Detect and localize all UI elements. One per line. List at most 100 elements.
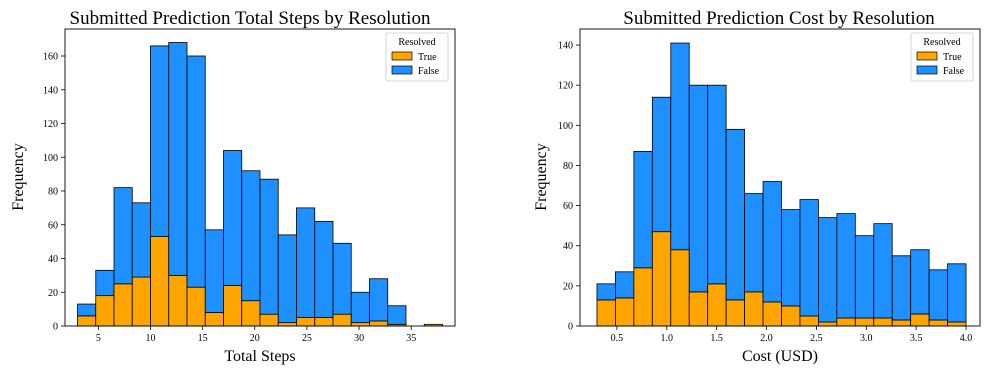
bar-true-bin-15 bbox=[350, 322, 370, 327]
bar-false-bin-10 bbox=[259, 178, 279, 315]
y-tick-label: 40 bbox=[563, 241, 573, 252]
bar-false-bin-19 bbox=[947, 263, 967, 323]
bar-true-bin-16 bbox=[891, 319, 912, 327]
ticks: 0.5 1.0 1.5 2.0 2.5 3.0 3.5 4.0 0 20 40 60 80 100 120 1… bbox=[558, 41, 972, 344]
bars bbox=[77, 42, 443, 327]
bar-false-bin-13 bbox=[314, 220, 334, 318]
bar-false-bin-11 bbox=[277, 234, 297, 324]
y-tick-label: 0 bbox=[568, 322, 573, 333]
bar-true-bin-13 bbox=[314, 317, 334, 327]
x-tick-label: 35 bbox=[406, 333, 416, 344]
y-axis-label: Frequency bbox=[10, 143, 27, 211]
y-tick-label: 60 bbox=[563, 201, 573, 212]
bar-true-bin-6 bbox=[186, 286, 206, 327]
y-tick-label: 60 bbox=[48, 220, 58, 231]
bar-true-bin-13 bbox=[836, 317, 856, 327]
x-tick-label: 3.5 bbox=[910, 333, 923, 344]
legend: Resolved True False bbox=[385, 32, 449, 82]
bar-false-bin-12 bbox=[818, 217, 838, 323]
bar-true-bin-5 bbox=[168, 274, 188, 327]
bar-true-bin-8 bbox=[223, 285, 243, 327]
y-tick-label: 100 bbox=[558, 121, 573, 132]
bar-true-bin-18 bbox=[928, 319, 948, 327]
x-tick-label: 1.5 bbox=[710, 333, 723, 344]
bar-false-bin-2 bbox=[113, 187, 133, 285]
y-tick-label: 120 bbox=[558, 81, 573, 92]
legend-label-false: False bbox=[943, 66, 965, 77]
bar-true-bin-6 bbox=[707, 283, 727, 327]
bar-true-bin-4 bbox=[150, 236, 170, 327]
legend: Resolved True False bbox=[910, 32, 974, 82]
bar-false-bin-10 bbox=[781, 209, 801, 307]
x-tick-label: 4.0 bbox=[960, 333, 973, 344]
x-tick-label: 15 bbox=[198, 333, 208, 344]
y-tick-label: 140 bbox=[558, 41, 573, 52]
bar-false-bin-7 bbox=[204, 229, 224, 313]
bar-false-bin-4 bbox=[150, 45, 170, 237]
y-tick-label: 80 bbox=[48, 187, 58, 198]
bar-false-bin-7 bbox=[725, 128, 745, 301]
bar-true-bin-15 bbox=[873, 317, 893, 327]
x-tick-label: 25 bbox=[302, 333, 312, 344]
bar-false-bin-6 bbox=[186, 55, 206, 288]
legend-label-false: False bbox=[418, 66, 440, 77]
chart-title: Submitted Prediction Cost by Resolution bbox=[623, 8, 935, 29]
ticks: 5 10 15 20 25 30 35 0 20 40 60 80 100 120 140 160 bbox=[43, 52, 416, 345]
bar-false-bin-9 bbox=[762, 181, 782, 303]
bar-false-bin-17 bbox=[910, 249, 930, 315]
y-tick-label: 20 bbox=[48, 288, 58, 299]
y-tick-label: 40 bbox=[48, 254, 58, 265]
y-axis-label: Frequency bbox=[533, 143, 550, 211]
bar-false-bin-5 bbox=[168, 42, 188, 276]
y-tick-label: 80 bbox=[563, 161, 573, 172]
bar-true-bin-7 bbox=[725, 299, 745, 327]
legend-swatch-false bbox=[916, 65, 938, 75]
bar-false-bin-13 bbox=[836, 213, 856, 319]
bar-true-bin-12 bbox=[296, 317, 316, 327]
bar-false-bin-8 bbox=[744, 193, 764, 293]
chart-title: Submitted Prediction Total Steps by Reso… bbox=[70, 8, 431, 29]
bar-false-bin-11 bbox=[799, 199, 819, 317]
y-tick-label: 100 bbox=[43, 153, 58, 164]
y-tick-label: 160 bbox=[43, 52, 58, 63]
x-tick-label: 1.0 bbox=[661, 333, 674, 344]
bar-false-bin-2 bbox=[633, 151, 653, 269]
bar-false-bin-4 bbox=[670, 42, 690, 251]
legend-title: Resolved bbox=[398, 37, 435, 48]
bar-false-bin-14 bbox=[854, 235, 875, 319]
bar-false-bin-0 bbox=[77, 303, 97, 317]
bar-true-bin-9 bbox=[241, 300, 261, 327]
y-tick-label: 120 bbox=[43, 119, 58, 130]
bar-true-bin-1 bbox=[95, 295, 115, 327]
bar-true-bin-9 bbox=[762, 301, 782, 327]
x-axis-label: Total Steps bbox=[224, 348, 295, 365]
bar-true-bin-14 bbox=[332, 313, 352, 327]
chart-total-steps: Submitted Prediction Total Steps by Reso… bbox=[10, 8, 456, 365]
y-tick-label: 140 bbox=[43, 85, 58, 96]
x-tick-label: 3.0 bbox=[860, 333, 873, 344]
bar-false-bin-6 bbox=[707, 84, 727, 285]
plot-frame bbox=[579, 28, 981, 327]
x-tick-label: 5 bbox=[96, 333, 101, 344]
bar-false-bin-14 bbox=[332, 242, 352, 315]
bar-false-bin-0 bbox=[596, 283, 616, 301]
plot-frame bbox=[64, 28, 456, 327]
bars bbox=[596, 42, 967, 327]
legend-title: Resolved bbox=[923, 37, 960, 48]
bar-true-bin-16 bbox=[369, 320, 389, 327]
bar-false-bin-15 bbox=[350, 291, 370, 324]
bar-true-bin-10 bbox=[259, 313, 279, 327]
bar-true-bin-12 bbox=[818, 321, 838, 327]
bar-false-bin-15 bbox=[873, 223, 893, 319]
bar-true-bin-14 bbox=[854, 317, 875, 327]
bar-true-bin-5 bbox=[688, 291, 709, 327]
bar-true-bin-17 bbox=[910, 313, 930, 327]
legend-label-true: True bbox=[418, 52, 437, 63]
x-tick-label: 10 bbox=[146, 333, 156, 344]
y-tick-label: 0 bbox=[53, 322, 58, 333]
bar-true-bin-11 bbox=[799, 315, 819, 327]
x-tick-label: 2.0 bbox=[760, 333, 773, 344]
bar-false-bin-16 bbox=[369, 278, 389, 322]
bar-true-bin-10 bbox=[781, 305, 801, 327]
